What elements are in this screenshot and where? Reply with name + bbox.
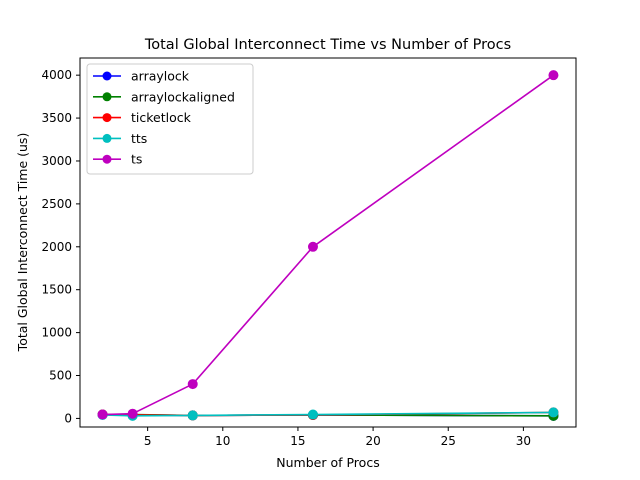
y-tick-label: 3000 (41, 154, 72, 168)
legend-marker (102, 92, 112, 102)
x-tick-label: 25 (441, 434, 456, 448)
data-point-tts (548, 407, 559, 418)
series-layer (97, 70, 559, 421)
data-point-tts (187, 410, 198, 421)
legend-label: ts (131, 152, 142, 167)
series-ts (97, 70, 559, 420)
legend-marker (102, 113, 112, 123)
y-tick-label: 4000 (41, 68, 72, 82)
x-tick-label: 5 (144, 434, 152, 448)
chart-title: Total Global Interconnect Time vs Number… (144, 37, 511, 53)
x-tick-label: 30 (516, 434, 531, 448)
y-tick-label: 2500 (41, 197, 72, 211)
x-tick-label: 10 (215, 434, 230, 448)
y-tick-label: 0 (64, 411, 72, 425)
legend-label: arraylock (131, 69, 190, 84)
data-point-tts (307, 409, 318, 420)
legend-label: tts (131, 131, 147, 146)
y-tick-label: 1500 (41, 283, 72, 297)
legend: arraylock arraylockaligned ticketlock tts ts (86, 63, 254, 175)
legend-item-ts: ts (93, 152, 142, 167)
y-tick-label: 3500 (41, 111, 72, 125)
legend-item-tts: tts (93, 131, 147, 146)
legend-item-arraylockaligned: arraylockaligned (93, 89, 235, 104)
legend-marker (102, 71, 112, 81)
y-tick-label: 1000 (41, 326, 72, 340)
x-axis-ticks: 5 10 15 20 25 30 (144, 427, 531, 448)
data-point-ts (187, 379, 198, 390)
legend-item-arraylock: arraylock (93, 69, 190, 84)
y-tick-label: 2000 (41, 240, 72, 254)
legend-marker (102, 133, 112, 143)
legend-item-ticketlock: ticketlock (93, 110, 192, 125)
legend-box (86, 63, 254, 175)
y-tick-label: 500 (49, 369, 72, 383)
data-point-ts (307, 241, 318, 252)
data-point-ts (548, 70, 559, 81)
legend-marker (102, 154, 112, 164)
x-axis-label: Number of Procs (276, 455, 379, 470)
data-point-ts (97, 409, 108, 420)
data-point-ts (127, 408, 138, 419)
y-axis-label: Total Global Interconnect Time (us) (15, 133, 30, 353)
y-axis-ticks: 0 500 1000 1500 2000 2500 3000 3500 4000 (41, 68, 80, 425)
legend-label: ticketlock (131, 110, 192, 125)
x-tick-label: 20 (365, 434, 380, 448)
x-tick-label: 15 (290, 434, 305, 448)
legend-label: arraylockaligned (131, 89, 235, 104)
